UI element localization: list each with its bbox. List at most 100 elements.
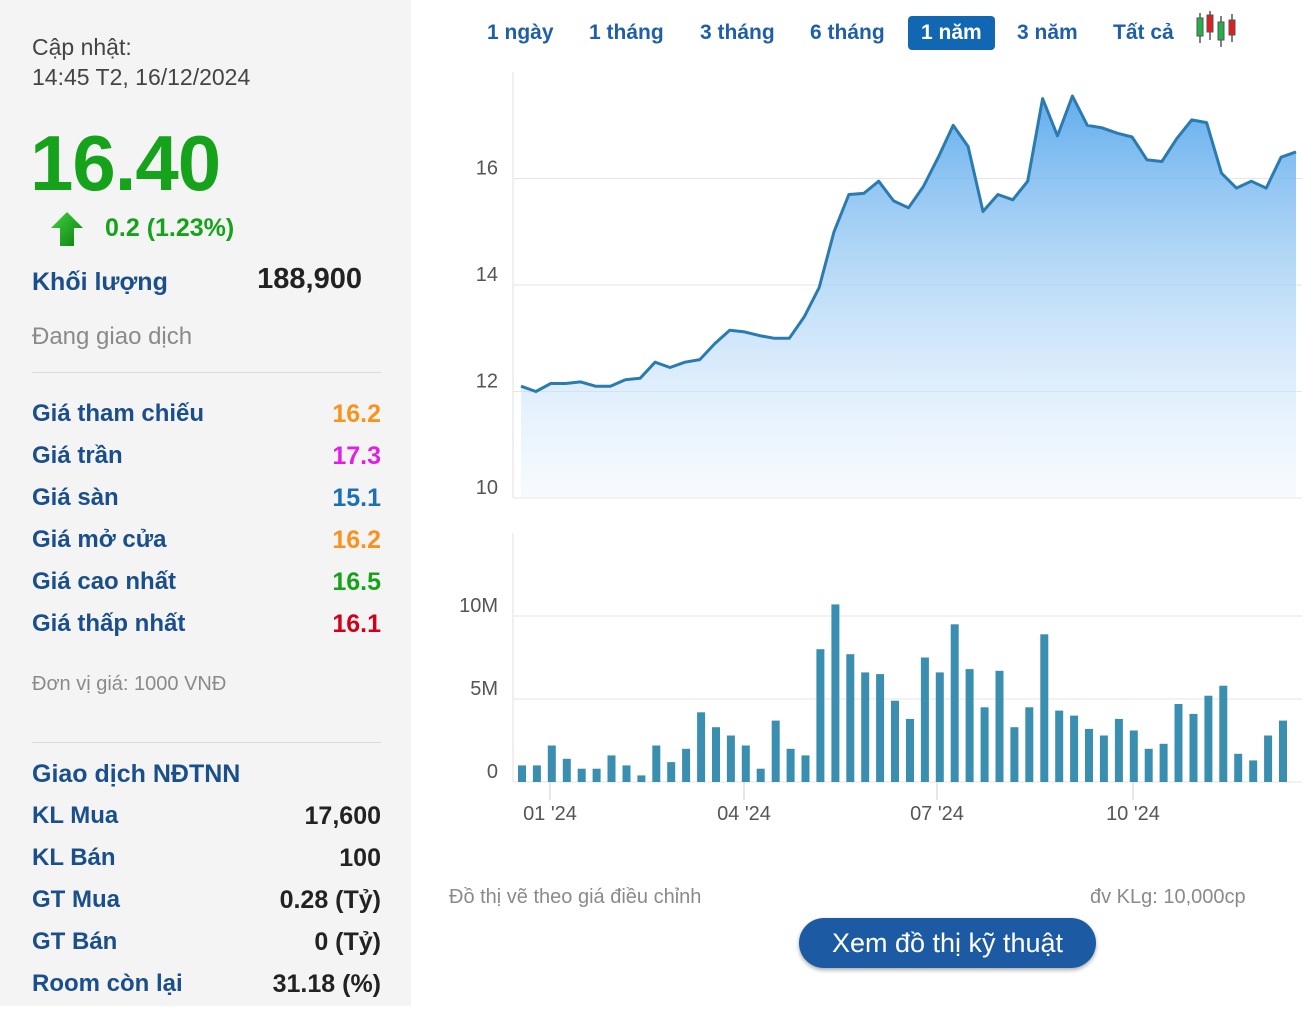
foreign-row-value: 0.28 (Tỷ) <box>279 886 381 914</box>
foreign-row-value: 31.18 (%) <box>272 970 381 998</box>
foreign-row-value: 100 <box>339 844 381 872</box>
volume-bar <box>935 672 944 782</box>
trading-status: Đang giao dịch <box>32 323 193 350</box>
volume-bar <box>846 654 855 782</box>
foreign-row: GT Mua 0.28 (Tỷ) <box>32 886 381 922</box>
price-row-label: Giá thấp nhất <box>32 610 186 637</box>
foreign-row-label: KL Bán <box>32 844 116 871</box>
x-tick-label: 04 '24 <box>717 803 771 825</box>
price-line <box>520 94 1297 393</box>
volume-bar <box>637 775 646 782</box>
volume-bar <box>726 735 735 782</box>
price-row: Giá mở cửa 16.2 <box>32 526 381 562</box>
price-unit-note: Đơn vị giá: 1000 VNĐ <box>32 673 227 695</box>
volume-bar <box>1234 753 1243 782</box>
price-row-label: Giá trần <box>32 442 123 469</box>
volume-bar <box>577 768 586 782</box>
price-volume-chart: 10 12 14 16 0 5M 10M 01 '24 04 '24 07 '24 10 '24 <box>459 72 1302 825</box>
price-row-value: 16.2 <box>332 400 381 428</box>
volume-bar <box>518 765 526 782</box>
volume-bar <box>607 755 616 782</box>
price-tick-label: 10 <box>476 477 498 499</box>
x-tick-label: 10 '24 <box>1106 803 1160 825</box>
volume-bar <box>876 674 885 782</box>
current-price: 16.40 <box>30 119 221 207</box>
volume-bar <box>697 712 706 782</box>
price-row: Giá trần 17.3 <box>32 442 381 478</box>
foreign-row: KL Bán 100 <box>32 844 381 880</box>
volume-bar <box>532 765 541 782</box>
price-tick-label: 16 <box>476 158 498 180</box>
volume-bar <box>1174 704 1183 782</box>
volume-bar <box>1144 748 1153 782</box>
foreign-row: GT Bán 0 (Tỷ) <box>32 928 381 964</box>
volume-bar <box>950 624 959 782</box>
divider <box>32 372 381 373</box>
volume-bar <box>1159 743 1168 782</box>
price-tick-label: 14 <box>476 264 498 286</box>
volume-bar <box>771 720 780 782</box>
volume-bar <box>920 657 929 782</box>
foreign-row-value: 17,600 <box>304 802 381 830</box>
volume-bar <box>891 700 899 782</box>
volume-bar <box>980 707 989 782</box>
price-row-label: Giá mở cửa <box>32 526 167 553</box>
update-label: Cập nhật: <box>32 34 132 60</box>
volume-bar <box>995 670 1004 782</box>
foreign-row: KL Mua 17,600 <box>32 802 381 838</box>
volume-unit-note: đv KLg: 10,000cp <box>1090 886 1246 908</box>
price-row-value: 17.3 <box>332 442 381 470</box>
price-row-label: Giá tham chiếu <box>32 400 205 427</box>
volume-bar <box>741 745 750 782</box>
price-row-value: 16.1 <box>332 610 381 638</box>
volume-bar <box>592 768 601 782</box>
arrow-up-icon <box>51 212 83 246</box>
volume-bar <box>1114 718 1123 782</box>
foreign-row-label: Room còn lại <box>32 970 183 997</box>
price-row: Giá cao nhất 16.5 <box>32 568 381 604</box>
volume-bar <box>816 649 825 782</box>
price-row: Giá thấp nhất 16.1 <box>32 610 381 646</box>
tab-timeframe[interactable]: 3 tháng <box>700 21 775 44</box>
volume-tick-label: 0 <box>487 761 498 783</box>
tab-timeframe[interactable]: Tất cả <box>1113 21 1174 44</box>
tab-timeframe[interactable]: 1 ngày <box>487 21 554 44</box>
price-row: Giá tham chiếu 16.2 <box>32 400 381 436</box>
volume-bar <box>1279 720 1287 782</box>
volume-bar <box>1010 727 1019 782</box>
volume-tick-label: 5M <box>470 678 498 700</box>
volume-bar <box>1189 713 1198 782</box>
price-change: 0.2 (1.23%) <box>105 214 235 242</box>
volume-bar <box>667 762 676 782</box>
price-area <box>521 96 1296 498</box>
volume-bar <box>786 748 795 782</box>
price-tick-label: 12 <box>476 371 498 393</box>
volume-bar <box>965 669 974 782</box>
tab-timeframe[interactable]: 6 tháng <box>810 21 885 44</box>
volume-bar <box>652 745 661 782</box>
quote-summary-panel: Cập nhật: 14:45 T2, 16/12/2024 16.40 0.2… <box>0 0 411 1006</box>
volume-bar <box>1219 685 1228 782</box>
foreign-row-label: GT Bán <box>32 928 118 955</box>
x-tick-label: 07 '24 <box>910 803 964 825</box>
tab-timeframe[interactable]: 3 năm <box>1017 21 1078 44</box>
volume-value: 188,900 <box>257 263 362 295</box>
tab-timeframe[interactable]: 1 năm <box>908 16 995 50</box>
volume-bar <box>756 768 765 782</box>
candlestick-chart-icon[interactable] <box>1194 10 1238 48</box>
technical-chart-button[interactable]: Xem đồ thị kỹ thuật <box>799 918 1096 968</box>
volume-bar <box>1099 735 1108 782</box>
volume-bar <box>682 748 691 782</box>
volume-bar <box>547 745 556 782</box>
tab-timeframe[interactable]: 1 tháng <box>589 21 664 44</box>
volume-bar <box>906 718 914 782</box>
foreign-row-label: KL Mua <box>32 802 119 829</box>
volume-bar <box>1249 760 1258 782</box>
volume-bar <box>801 755 810 782</box>
foreign-row-label: GT Mua <box>32 886 120 913</box>
update-time: 14:45 T2, 16/12/2024 <box>32 64 251 90</box>
foreign-row-value: 0 (Tỷ) <box>314 928 381 956</box>
volume-bar <box>1040 634 1049 782</box>
adjusted-price-note: Đồ thị vẽ theo giá điều chỉnh <box>449 886 702 908</box>
price-row-value: 15.1 <box>332 484 381 512</box>
